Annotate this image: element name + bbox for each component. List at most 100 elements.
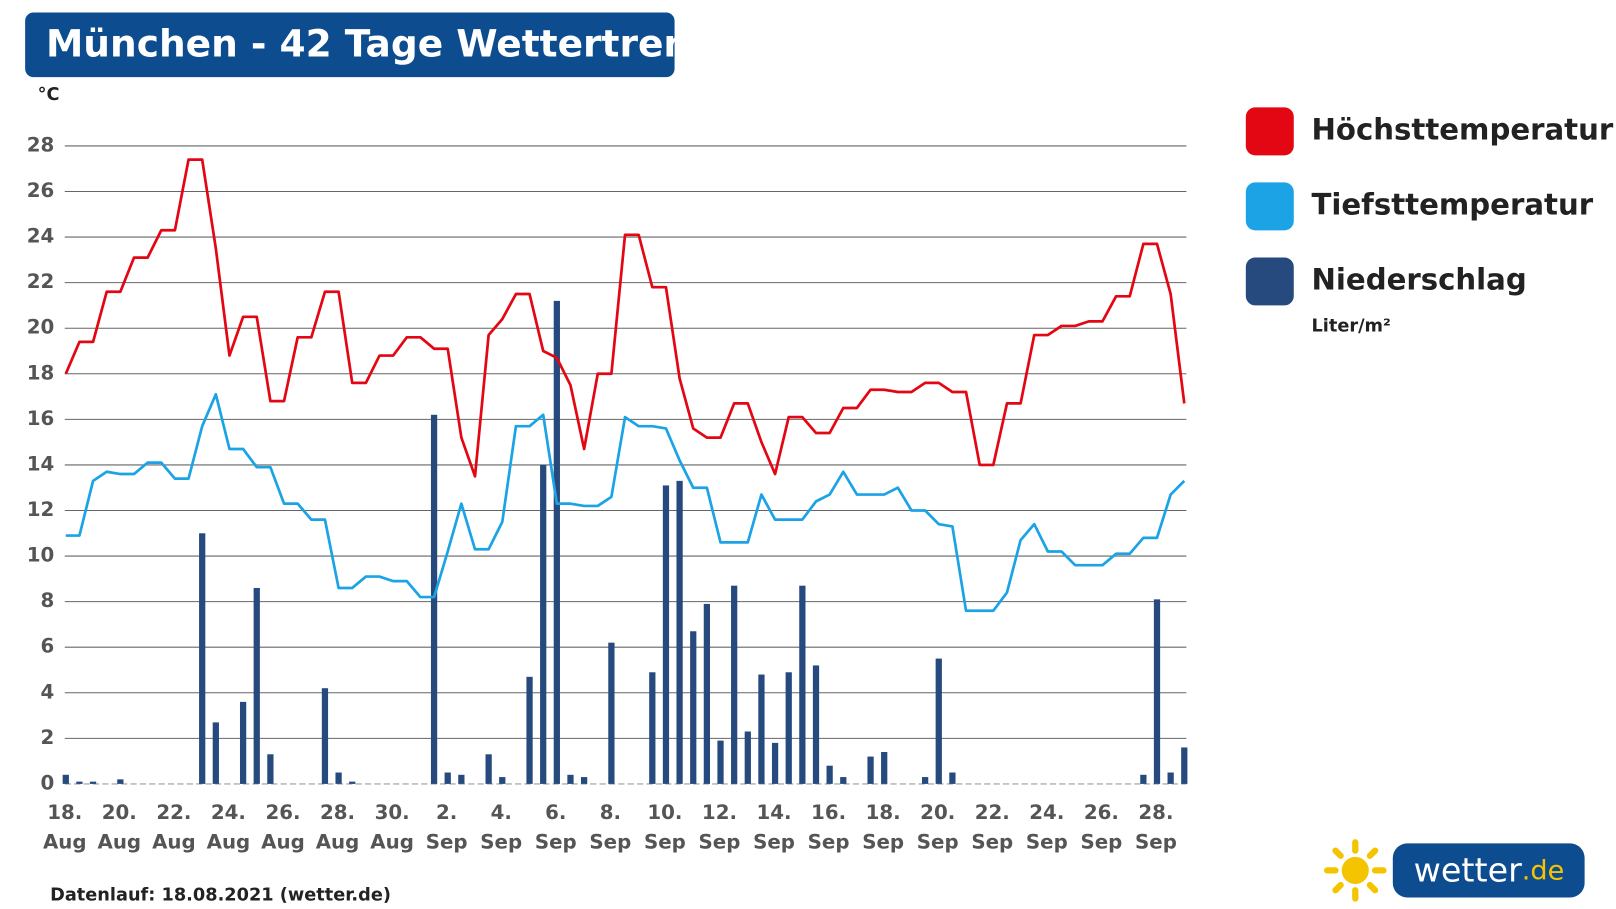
precip-bar [1153, 599, 1161, 784]
x-tick-label: 24. Sep [1026, 801, 1068, 853]
x-tick-text-line2: Sep [699, 830, 741, 853]
precip-bar [921, 777, 929, 784]
precip-bar [526, 676, 533, 784]
x-tick-text-line2: Aug [43, 830, 87, 853]
x-tick-label: 20. Aug [98, 801, 142, 853]
y-tick-label: 28 [27, 133, 55, 156]
precip-bar [499, 777, 506, 784]
logo-name-text: wetter [1414, 850, 1522, 889]
precip-bar [881, 752, 888, 784]
x-tick-label: 26. Sep [1080, 801, 1122, 853]
legend-label: Niederschlag [1311, 262, 1526, 296]
x-tick-label: 16. Sep [808, 801, 850, 853]
precip-bar [608, 642, 615, 784]
x-tick-text-line2: Sep [917, 830, 959, 853]
legend-label: Höchsttemperatur [1311, 112, 1613, 146]
x-tick-label: 12. Sep [699, 801, 741, 853]
x-tick-label: 28. Aug [316, 801, 360, 853]
precip-bar [89, 781, 97, 784]
precip-bar [826, 765, 833, 784]
x-tick-text-line2: Sep [1026, 830, 1068, 853]
x-tick-text: 10. [647, 801, 682, 824]
x-tick-text-line2: Sep [808, 830, 850, 853]
x-tick-text: 18. [47, 801, 82, 824]
precip-bar [812, 665, 820, 784]
x-tick-text: 2. [436, 801, 457, 824]
y-tick-label: 16 [27, 407, 55, 430]
y-tick-label: 24 [27, 225, 55, 248]
y-tick-label: 6 [41, 635, 55, 658]
precip-bar [744, 731, 751, 784]
x-tick-label: 24. Aug [207, 801, 251, 853]
precip-bar [840, 777, 847, 784]
y-axis-label: °C [38, 85, 60, 105]
precip-bar [799, 585, 806, 784]
x-tick-text: 20. [102, 801, 137, 824]
y-tick-label: 4 [41, 680, 55, 703]
x-tick-text-line2: Sep [426, 830, 468, 853]
x-tick-text: 4. [491, 801, 512, 824]
precip-bar [321, 688, 329, 784]
x-tick-text-line2: Sep [862, 830, 904, 853]
x-tick-text: 26. [265, 801, 300, 824]
precip-bar [485, 754, 492, 784]
x-tick-text: 12. [702, 801, 737, 824]
x-tick-text-line2: Sep [1135, 830, 1177, 853]
chart-title: München - 42 Tage Wettertrend [46, 21, 717, 65]
precip-bar [949, 772, 956, 784]
logo-name: wetter.de [1414, 850, 1565, 889]
y-tick-label: 20 [27, 316, 55, 339]
precip-bar [649, 672, 656, 784]
x-tick-text: 8. [600, 801, 621, 824]
legend-label: Tiefsttemperatur [1311, 187, 1593, 221]
x-tick-label: 10. Sep [644, 801, 686, 853]
precip-bar [867, 756, 874, 784]
x-tick-text-line2: Aug [370, 830, 414, 853]
precip-bar [553, 300, 560, 784]
logo: wetter.de [1324, 839, 1585, 902]
y-tick-label: 26 [27, 179, 55, 202]
x-tick-text-line2: Sep [971, 830, 1013, 853]
x-tick-label: 6. Sep [535, 801, 577, 853]
precip-bar [76, 781, 83, 784]
title-box [25, 12, 675, 78]
x-tick-text-line2: Sep [589, 830, 631, 853]
precip-bar [580, 777, 588, 784]
legend-swatch [1245, 257, 1294, 306]
x-tick-text: 14. [756, 801, 791, 824]
precip-bar [785, 672, 792, 784]
y-tick-label: 12 [27, 498, 55, 521]
x-tick-text: 26. [1084, 801, 1119, 824]
y-tick-label: 0 [41, 771, 55, 794]
x-tick-text-line2: Aug [261, 830, 305, 853]
y-tick-label: 22 [27, 270, 55, 293]
x-tick-label: 18. Aug [43, 801, 87, 853]
x-tick-label: 22. Aug [152, 801, 196, 853]
x-tick-text: 16. [811, 801, 846, 824]
x-tick-text: 24. [211, 801, 246, 824]
legend-unit: Liter/m² [1311, 316, 1390, 336]
x-tick-label: 28. Sep [1135, 801, 1177, 853]
precip-bar [335, 772, 342, 784]
x-tick-label: 20. Sep [917, 801, 959, 853]
precip-bar [676, 480, 683, 784]
precip-bar [267, 754, 274, 784]
x-tick-text-line2: Sep [1080, 830, 1122, 853]
legend-swatch [1245, 182, 1294, 231]
x-tick-text: 18. [866, 801, 901, 824]
precip-bar [703, 603, 711, 784]
sun-rays [1324, 839, 1387, 902]
precip-bar [239, 701, 247, 784]
x-tick-text: 20. [920, 801, 955, 824]
x-tick-text: 6. [545, 801, 566, 824]
precip-bar [458, 774, 465, 784]
x-tick-label: 8. Sep [589, 801, 631, 853]
precip-bar [731, 585, 738, 784]
precip-bar [690, 631, 697, 784]
logo-tld: .de [1522, 855, 1564, 886]
x-tick-label: 22. Sep [971, 801, 1013, 853]
precip-bar [662, 485, 670, 784]
precip-bar [199, 533, 206, 784]
precip-bar [540, 464, 547, 784]
